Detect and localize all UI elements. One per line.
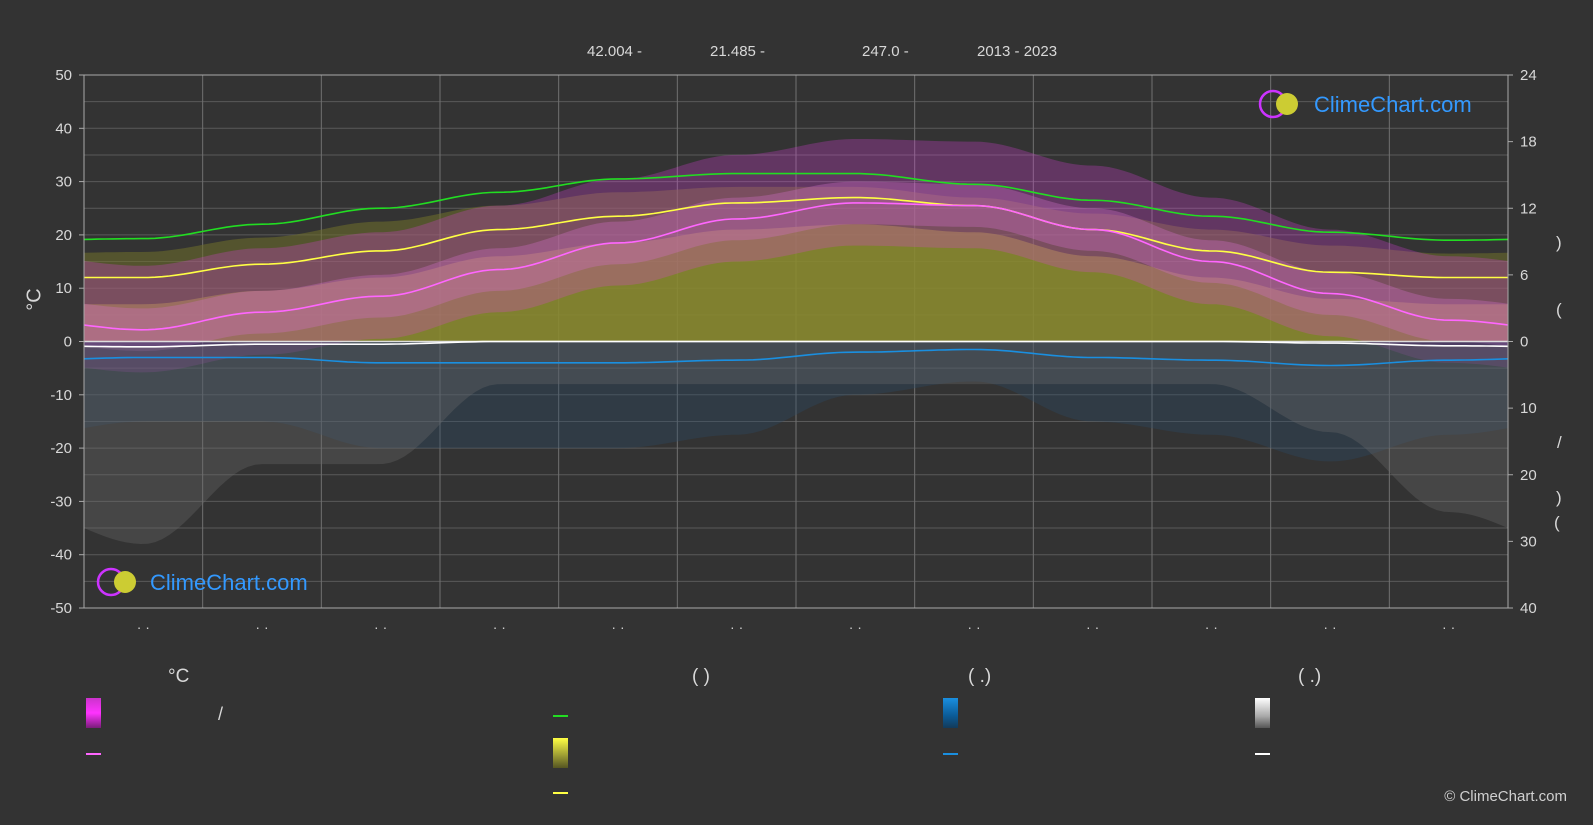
x-tick-label: · · (1442, 619, 1455, 635)
temp-range-band (84, 139, 1508, 373)
legend-rain-mean-swatch (943, 753, 958, 755)
legend-snow-header: ( .) (1298, 666, 1322, 687)
left-tick-label: -30 (50, 493, 72, 510)
legend-temp-range-sep: / (218, 704, 224, 724)
right-bottom-tick-label: 40 (1520, 600, 1537, 617)
temp-mean-line (83, 202, 1509, 331)
legend-sunshine-mean-swatch (553, 792, 568, 794)
x-tick-label: · · (1205, 619, 1218, 635)
logo-sun-icon (1276, 93, 1298, 115)
right-axis-mark-4: ( (1554, 513, 1560, 532)
legend-sun-header: ( ) (692, 666, 710, 687)
left-tick-label: -10 (50, 387, 72, 404)
left-tick-label: -50 (50, 600, 72, 617)
right-top-tick-label: 0 (1520, 334, 1528, 351)
right-bottom-tick-label: 30 (1520, 533, 1537, 550)
legend-temp-mean-swatch (86, 753, 101, 755)
watermark-text: ClimeChart.com (1314, 92, 1472, 117)
right-axis-mark-1: ) (1556, 233, 1562, 252)
left-tick-label: 20 (55, 227, 72, 244)
header-longitude: 21.485 - (710, 43, 766, 60)
legend-sunshine-swatch (553, 738, 568, 768)
x-tick-label: · · (137, 619, 150, 635)
watermark-bottom-left: ClimeChart.com (96, 567, 308, 597)
right-axis-mark-5: ) (1556, 488, 1562, 507)
snow-band (84, 341, 1508, 544)
legend-snow-swatch (1255, 698, 1270, 728)
right-top-tick-label: 18 (1520, 134, 1537, 151)
legend-snow-mean-swatch (1255, 753, 1270, 755)
x-tick-label: · · (849, 619, 862, 635)
right-top-tick-label: 12 (1520, 200, 1537, 217)
x-tick-label: · · (374, 619, 387, 635)
left-tick-label: 40 (55, 120, 72, 137)
daylight-line (83, 172, 1509, 241)
logo-sun-icon (114, 571, 136, 593)
right-bottom-tick-label: 20 (1520, 467, 1537, 484)
legend-daylight-swatch (553, 715, 568, 717)
watermark-text: ClimeChart.com (150, 570, 308, 595)
left-tick-label: 0 (64, 334, 72, 351)
right-axis-mark-2: ( (1556, 300, 1562, 319)
left-tick-label: -40 (50, 547, 72, 564)
header-elevation: 247.0 - (862, 43, 909, 60)
sunshine-band (84, 224, 1508, 342)
legend-temp-range-swatch (86, 698, 101, 728)
left-tick-label: -20 (50, 440, 72, 457)
left-tick-label: 30 (55, 174, 72, 191)
left-axis-unit: °C (23, 288, 46, 311)
x-tick-label: · · (1086, 619, 1099, 635)
copyright: © ClimeChart.com (1444, 788, 1567, 805)
x-tick-label: · · (493, 619, 506, 635)
sunshine-mean-line (84, 196, 1508, 279)
watermark-top-right: ClimeChart.com (1258, 89, 1472, 119)
right-top-tick-label: 6 (1520, 267, 1528, 284)
x-tick-label: · · (611, 619, 624, 635)
x-tick-label: · · (1323, 619, 1336, 635)
rain-band (84, 341, 1508, 462)
right-bottom-tick-label: 10 (1520, 400, 1537, 417)
header-years: 2013 - 2023 (977, 43, 1058, 60)
right-top-tick-label: 24 (1520, 67, 1537, 84)
left-tick-label: 50 (55, 67, 72, 84)
temp-core-band (84, 181, 1508, 352)
x-tick-label: · · (255, 619, 268, 635)
x-tick-label: · · (967, 619, 980, 635)
x-tick-label: · · (730, 619, 743, 635)
legend-temp-header: °C (168, 666, 190, 687)
right-axis-mark-3: / (1557, 433, 1562, 452)
snow-mean-line (83, 340, 1509, 348)
header-latitude: 42.004 - (587, 43, 643, 60)
rain-mean-line (83, 348, 1509, 367)
left-tick-label: 10 (55, 280, 72, 297)
legend-rain-header: ( .) (968, 666, 992, 687)
legend-rain-swatch (943, 698, 958, 728)
